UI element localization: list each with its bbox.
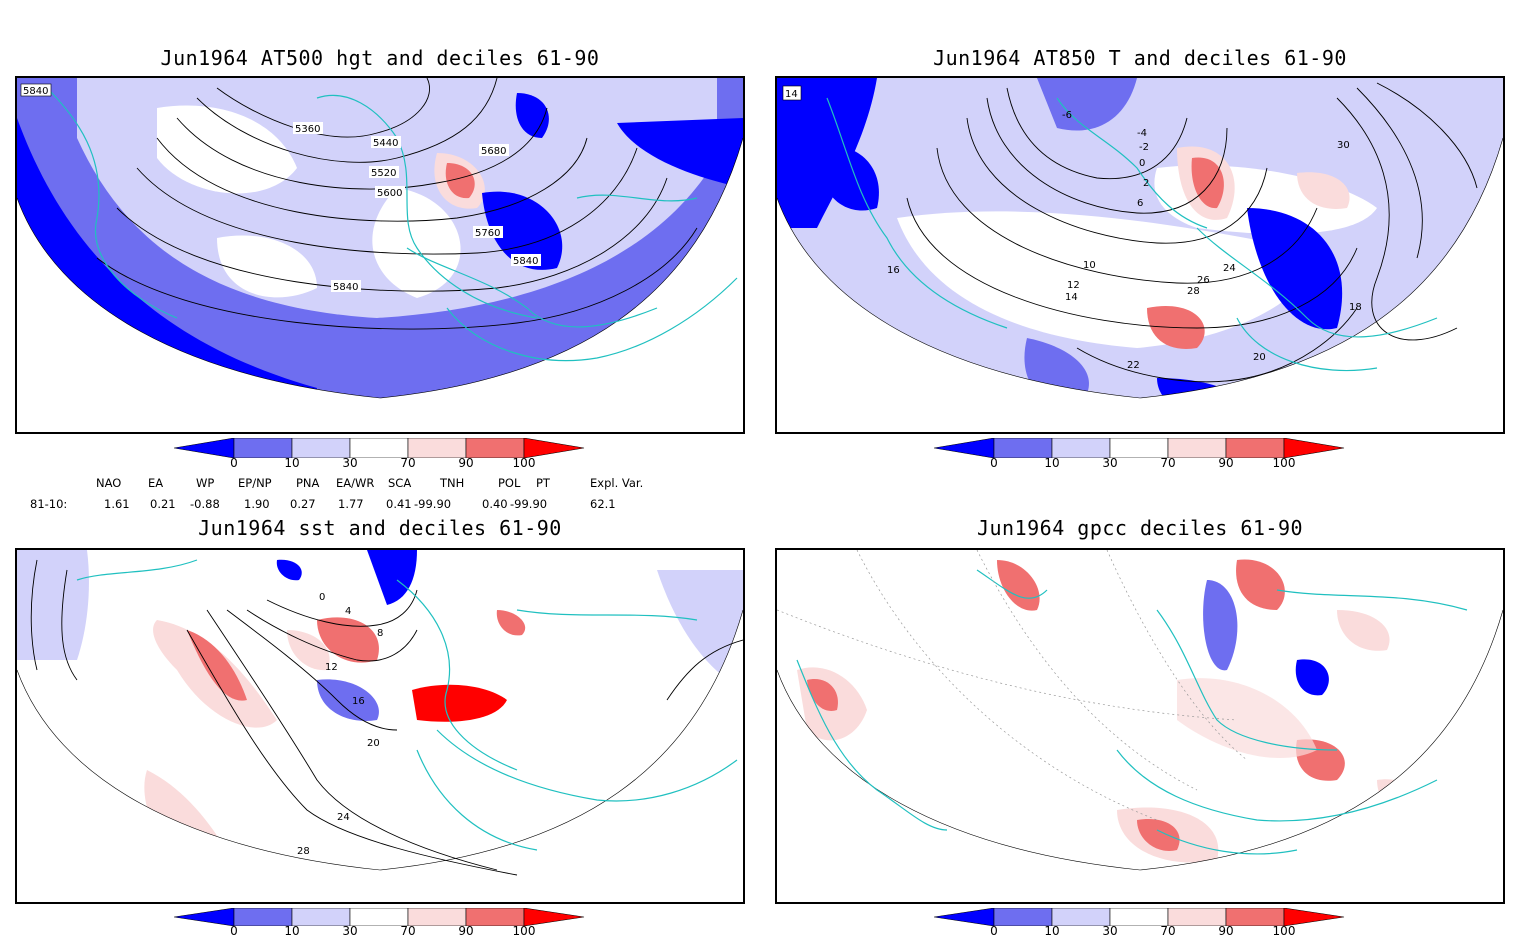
- contour-label: 24: [1223, 263, 1236, 274]
- colorbar-tick: 90: [458, 456, 474, 470]
- contour-label: 5760: [475, 228, 500, 239]
- map-panel-t850: 14 -6 -4 -2 0 2 6 10 12 14 16 18 20 22 2…: [775, 76, 1505, 434]
- colorbar-tick: 30: [1102, 456, 1118, 470]
- colorbar-swatches: [933, 907, 1345, 927]
- colorbar-tick: 10: [1044, 456, 1060, 470]
- index-header: POL: [498, 476, 521, 490]
- colorbar-tick: 70: [400, 924, 416, 938]
- contour-label: 5840: [513, 256, 538, 267]
- index-value: -0.88: [190, 497, 220, 511]
- panel-title-gpcc: Jun1964 gpcc deciles 61-90: [976, 516, 1304, 540]
- colorbar-tick: 10: [1044, 924, 1060, 938]
- colorbar-tick: 0: [230, 924, 238, 938]
- contour-label: 5840: [333, 282, 358, 293]
- colorbar-swatches: [173, 907, 585, 927]
- index-header: NAO: [96, 476, 122, 490]
- colorbar-tick: 0: [230, 456, 238, 470]
- contour-label: 4: [345, 606, 351, 617]
- colorbar-tick: 10: [284, 924, 300, 938]
- contour-label: 20: [367, 738, 380, 749]
- index-header: PNA: [296, 476, 320, 490]
- index-header: EA: [148, 476, 164, 490]
- panel-title-t850: Jun1964 AT850 T and deciles 61-90: [933, 46, 1347, 70]
- index-value: 0.27: [290, 497, 316, 511]
- colorbar-tick: 70: [400, 456, 416, 470]
- contour-label: 5600: [377, 188, 402, 199]
- contour-label: 5360: [295, 124, 320, 135]
- index-value: 1.90: [244, 497, 270, 511]
- contour-label: 28: [1187, 286, 1200, 297]
- contour-label: 8: [377, 628, 383, 639]
- index-header: WP: [196, 476, 215, 490]
- contour-label: 28: [297, 846, 310, 857]
- index-value: -99.90: [510, 497, 548, 511]
- index-header: EP/NP: [238, 476, 272, 490]
- colorbar-tick: 100: [1272, 924, 1296, 938]
- contour-label: -2: [1139, 142, 1149, 153]
- colorbar-gpcc: 0 10 30 70 90 100: [933, 907, 1346, 940]
- contour-label: 0: [319, 592, 325, 603]
- contour-label: 5440: [373, 138, 398, 149]
- colorbar-tick: 30: [342, 456, 358, 470]
- contour-label: 0: [1139, 158, 1145, 169]
- colorbar-tick: 70: [1160, 456, 1176, 470]
- contour-label: 16: [352, 696, 365, 707]
- contour-label: 14: [1065, 292, 1078, 303]
- index-header: PT: [536, 476, 550, 490]
- contour-label: 6: [1137, 198, 1143, 209]
- index-header: TNH: [440, 476, 465, 490]
- contour-label: 2: [1143, 178, 1149, 189]
- contour-label: 18: [1349, 302, 1362, 313]
- index-row-label: 81-10:: [30, 497, 68, 511]
- colorbar-tick: 30: [1102, 924, 1118, 938]
- colorbar-tick: 0: [990, 924, 998, 938]
- colorbar-t850: 0 10 30 70 90 100: [933, 437, 1346, 474]
- contour-label: 12: [325, 662, 338, 673]
- colorbar-hgt: 0 10 30 70 90 100: [173, 437, 586, 474]
- index-header: EA/WR: [336, 476, 375, 490]
- index-value: 0.41: [386, 497, 412, 511]
- contour-label: 5680: [481, 146, 506, 157]
- contour-label: 26: [1197, 275, 1210, 286]
- map-panel-hgt: 5840 5360 5440 5520 5600 5680 5760 5840 …: [15, 76, 745, 434]
- colorbar-tick: 100: [1272, 456, 1296, 470]
- map-panel-sst: 0 4 8 12 16 20 24 28: [15, 548, 745, 904]
- box-label: 14: [785, 89, 798, 100]
- colorbar-sst: 0 10 30 70 90 100: [173, 907, 586, 940]
- contour-label: 16: [887, 265, 900, 276]
- contour-label: 30: [1337, 140, 1350, 151]
- index-header: Expl. Var.: [590, 476, 644, 490]
- colorbar-tick: 100: [512, 456, 536, 470]
- index-header: SCA: [388, 476, 412, 490]
- colorbar-tick: 70: [1160, 924, 1176, 938]
- contour-label: 5520: [371, 168, 396, 179]
- index-value: 1.61: [104, 497, 130, 511]
- colorbar-tick: 0: [990, 456, 998, 470]
- colorbar-tick: 90: [1218, 924, 1234, 938]
- colorbar-tick: 30: [342, 924, 358, 938]
- index-value: 0.21: [150, 497, 176, 511]
- contour-label: 24: [337, 812, 350, 823]
- index-value: 62.1: [590, 497, 616, 511]
- contour-label: 22: [1127, 360, 1140, 371]
- colorbar-tick: 90: [458, 924, 474, 938]
- panel-title-hgt: Jun1964 AT500 hgt and deciles 61-90: [160, 46, 600, 70]
- panel-title-sst: Jun1964 sst and deciles 61-90: [198, 516, 562, 540]
- index-value: -99.90: [414, 497, 452, 511]
- contour-label: -6: [1062, 110, 1072, 121]
- contour-label: 20: [1253, 352, 1266, 363]
- contour-label: 12: [1067, 280, 1080, 291]
- map-panel-gpcc: [775, 548, 1505, 904]
- colorbar-tick: 10: [284, 456, 300, 470]
- index-value: 0.40: [482, 497, 508, 511]
- contour-label: 10: [1083, 260, 1096, 271]
- box-label: 5840: [23, 86, 48, 97]
- colorbar-tick: 100: [512, 924, 536, 938]
- contour-label: -4: [1137, 128, 1147, 139]
- index-value: 1.77: [338, 497, 364, 511]
- colorbar-swatches: [173, 437, 585, 459]
- colorbar-tick: 90: [1218, 456, 1234, 470]
- colorbar-swatches: [933, 437, 1345, 459]
